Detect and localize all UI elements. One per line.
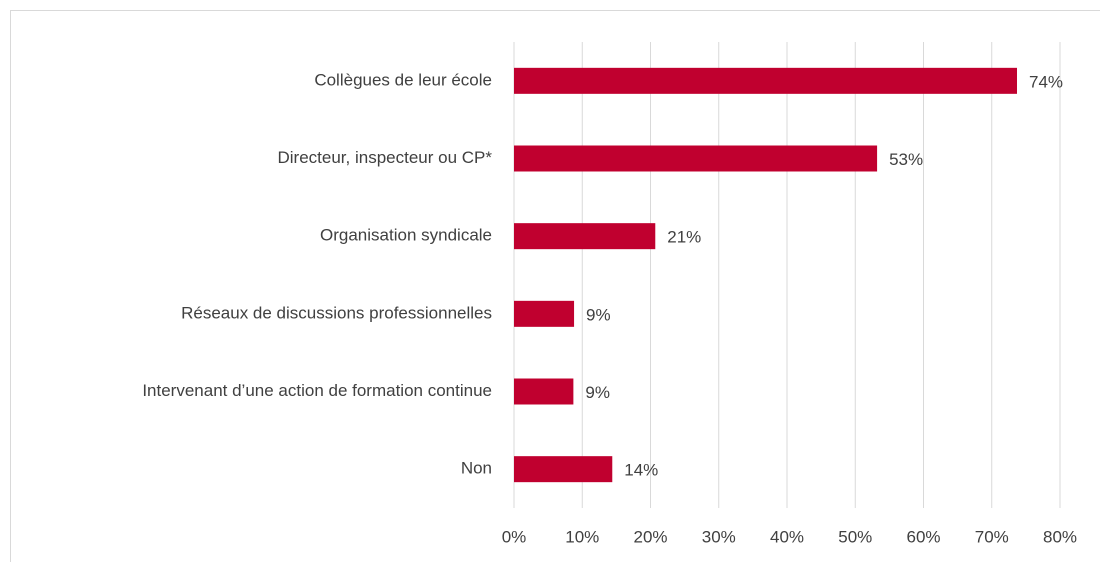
x-tick-label: 70% bbox=[975, 527, 1009, 546]
x-tick-label: 80% bbox=[1043, 527, 1077, 546]
y-tick-label: Non bbox=[461, 459, 492, 478]
x-tick-label: 0% bbox=[502, 527, 527, 546]
x-tick-label: 50% bbox=[838, 527, 872, 546]
data-label: 53% bbox=[889, 150, 923, 169]
x-tick-label: 40% bbox=[770, 527, 804, 546]
data-label: 21% bbox=[667, 228, 701, 247]
bar bbox=[514, 378, 574, 405]
chart-border bbox=[10, 10, 1100, 562]
x-tick-label: 30% bbox=[702, 527, 736, 546]
y-tick-label: Directeur, inspecteur ou CP* bbox=[278, 148, 493, 167]
bar bbox=[514, 145, 878, 172]
x-tick-label: 60% bbox=[906, 527, 940, 546]
data-label: 74% bbox=[1029, 72, 1063, 91]
bar bbox=[514, 223, 656, 250]
bar bbox=[514, 456, 613, 483]
y-tick-label: Collègues de leur école bbox=[314, 70, 492, 89]
y-tick-label: Intervenant d’une action de formation co… bbox=[142, 381, 492, 400]
bar bbox=[514, 67, 1018, 94]
y-tick-label: Organisation syndicale bbox=[320, 226, 492, 245]
data-label: 9% bbox=[586, 305, 611, 324]
y-tick-label: Réseaux de discussions professionnelles bbox=[181, 303, 492, 322]
data-label: 14% bbox=[624, 461, 658, 480]
x-tick-label: 10% bbox=[565, 527, 599, 546]
bar bbox=[514, 300, 575, 327]
data-label: 9% bbox=[585, 383, 610, 402]
x-tick-label: 20% bbox=[633, 527, 667, 546]
